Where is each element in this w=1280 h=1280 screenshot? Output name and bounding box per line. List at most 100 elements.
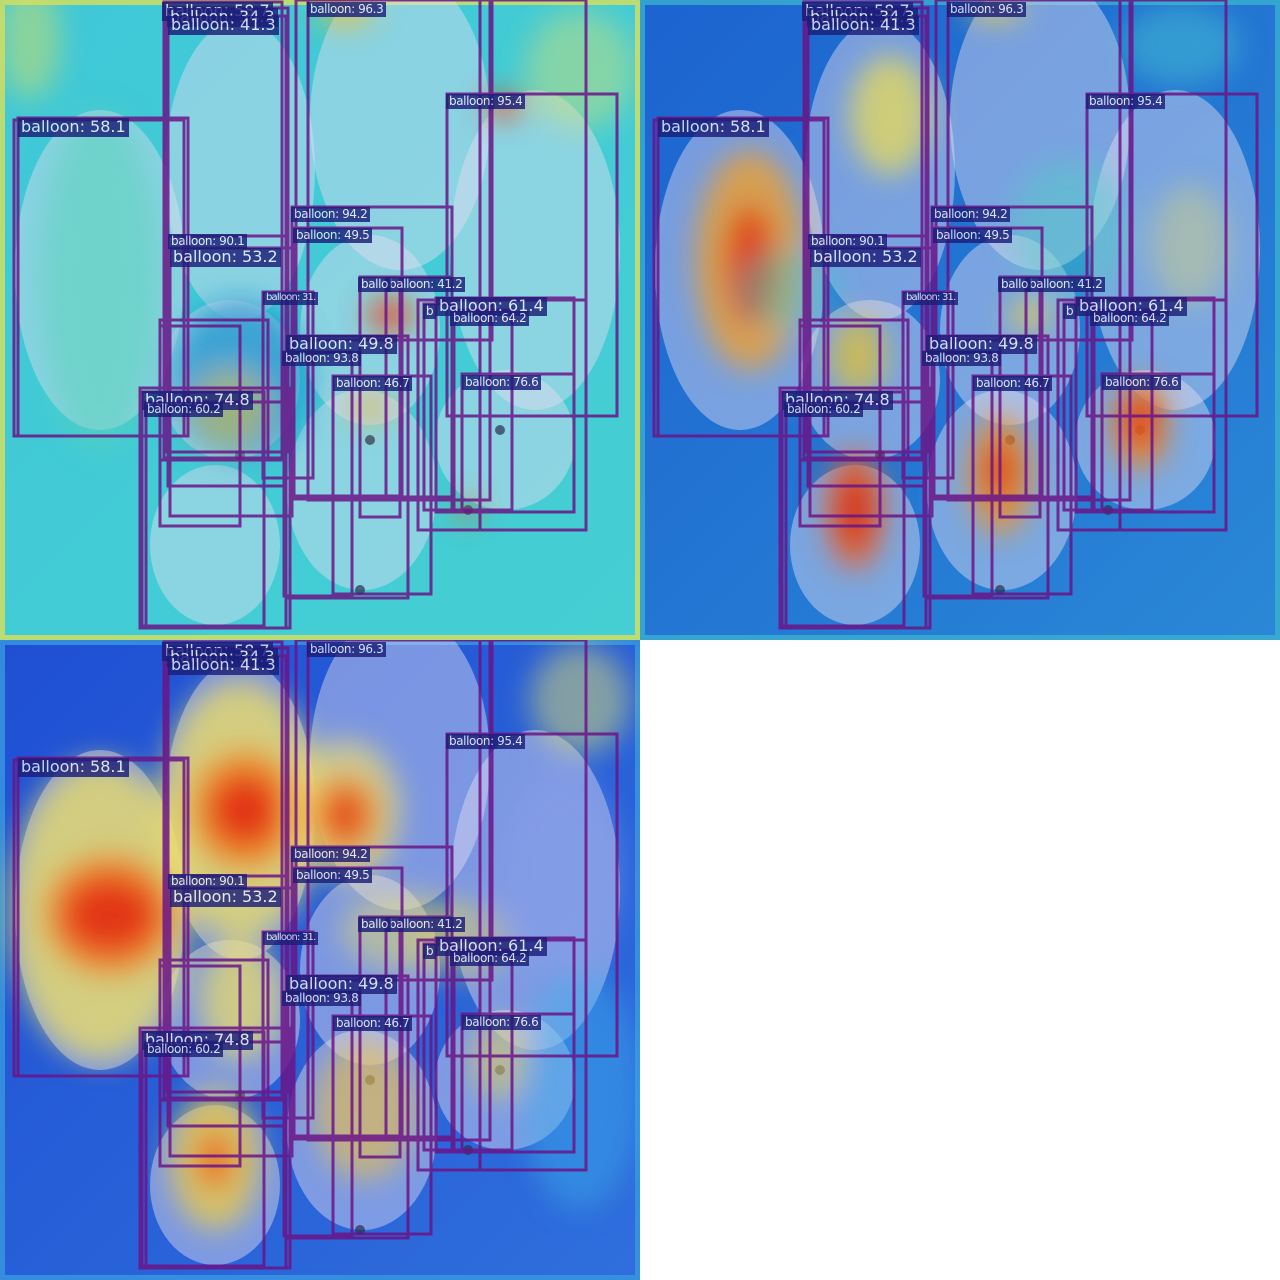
detection-label: balloon: 94.2 (291, 207, 371, 222)
detection-label: balloon: 31. (263, 292, 319, 305)
detection-label: balloon: 31. (903, 292, 959, 305)
activation-blob (830, 315, 886, 395)
activation-blob (65, 880, 155, 950)
activation-blob (520, 970, 640, 1210)
activation-blob (345, 393, 395, 423)
activation-blob (1150, 185, 1230, 305)
detection-label: balloon: 95.4 (446, 94, 526, 109)
detection-label: ballo (358, 277, 391, 292)
detection-label: balloon: 49.8 (286, 335, 397, 354)
detection-label: balloon: 76.6 (462, 1015, 542, 1030)
detection-label: ballo (358, 917, 391, 932)
activation-blob (525, 10, 635, 130)
detection-label: balloon: 94.2 (291, 847, 371, 862)
detection-label: balloon: 60.2 (144, 402, 224, 417)
detection-label: balloon: 64.2 (450, 951, 530, 966)
balloon-shape (435, 370, 575, 510)
activation-blob (327, 793, 363, 837)
detection-label: balloon: 31. (263, 932, 319, 945)
detection-label: balloon: 49.8 (926, 335, 1037, 354)
detection-label: balloon: 96.3 (307, 2, 387, 17)
empty-quadrant (640, 640, 1280, 1280)
activation-blob (1010, 160, 1130, 300)
detection-label: balloon: 90.1 (168, 874, 248, 889)
detection-label: balloon: 96.3 (947, 2, 1027, 17)
detection-label: balloon: 58.1 (658, 118, 769, 137)
activation-blob (530, 645, 630, 755)
activation-blob (1120, 5, 1240, 85)
detection-box (445, 732, 619, 1058)
activation-blob (841, 474, 869, 546)
detection-label: balloon: 94.2 (931, 207, 1011, 222)
detection-label: balloon: 93.8 (282, 351, 362, 366)
detection-label: b (423, 944, 437, 959)
activation-blob (195, 1130, 235, 1190)
detection-box (1085, 92, 1259, 418)
detection-label: balloon: 53.2 (170, 888, 281, 907)
detection-label: balloon: 90.1 (168, 234, 248, 249)
detection-label: balloon: 58.1 (18, 118, 129, 137)
detection-label: balloon: 41.2 (386, 277, 466, 292)
detection-label: balloon: 53.2 (170, 248, 281, 267)
activation-blob (190, 370, 270, 450)
detection-label: balloon: 49.8 (286, 975, 397, 994)
activation-blob (470, 1020, 530, 1100)
detection-label: balloon: 93.8 (282, 991, 362, 1006)
detection-box (158, 964, 242, 1168)
detection-label: balloon: 60.2 (144, 1042, 224, 1057)
detection-label: balloon: 46.7 (333, 1016, 413, 1031)
detection-label: balloon: 76.6 (1102, 375, 1182, 390)
activation-blob (850, 55, 930, 175)
activation-map (695, 0, 1240, 570)
detection-label: ballo (998, 277, 1031, 292)
detection-label: balloon: 46.7 (973, 376, 1053, 391)
detection-label: balloon: 53.2 (810, 248, 921, 267)
detection-label: balloon: 41.3 (168, 656, 279, 675)
detection-label: balloon: 95.4 (1086, 94, 1166, 109)
detection-label: balloon: 41.2 (386, 917, 466, 932)
detection-label: balloon: 64.2 (1090, 311, 1170, 326)
balloon-shape (310, 0, 490, 270)
activation-blob (315, 1040, 415, 1180)
detection-label: balloon: 49.5 (933, 228, 1013, 243)
balloon-shape (150, 465, 280, 625)
detection-label: balloon: 41.3 (808, 16, 919, 35)
balloon-knot (365, 435, 375, 445)
detection-label: balloon: 41.3 (168, 16, 279, 35)
detection-label: b (1063, 304, 1077, 319)
detection-label: balloon: 49.5 (293, 228, 373, 243)
activation-blob (0, 0, 60, 100)
activation-blob (368, 299, 412, 331)
detection-box (460, 1012, 576, 1154)
activation-blob (500, 770, 620, 970)
activation-blob (40, 110, 160, 450)
detection-label: balloon: 49.5 (293, 868, 373, 883)
detection-label: balloon: 95.4 (446, 734, 526, 749)
heatmap-image (640, 0, 1280, 640)
activation-blob (1010, 300, 1050, 330)
detection-box (460, 372, 576, 514)
detection-box (798, 324, 882, 528)
detection-box (445, 92, 619, 418)
activation-blob (1126, 396, 1154, 444)
activation-blob (210, 775, 280, 845)
detection-label: b (423, 304, 437, 319)
detection-box (158, 324, 242, 528)
detection-label: balloon: 41.2 (1026, 277, 1106, 292)
balloon-shape (450, 90, 620, 410)
detection-label: balloon: 58.1 (18, 758, 129, 777)
heatmap-image (0, 0, 640, 640)
detection-label: balloon: 93.8 (922, 351, 1002, 366)
detection-label: balloon: 64.2 (450, 311, 530, 326)
detection-label: balloon: 90.1 (808, 234, 888, 249)
detection-label: balloon: 76.6 (462, 375, 542, 390)
balloon-knot (495, 425, 505, 435)
detection-label: balloon: 46.7 (333, 376, 413, 391)
detection-label: balloon: 60.2 (784, 402, 864, 417)
heatmap-image (0, 640, 640, 1280)
activation-blob (735, 250, 845, 330)
